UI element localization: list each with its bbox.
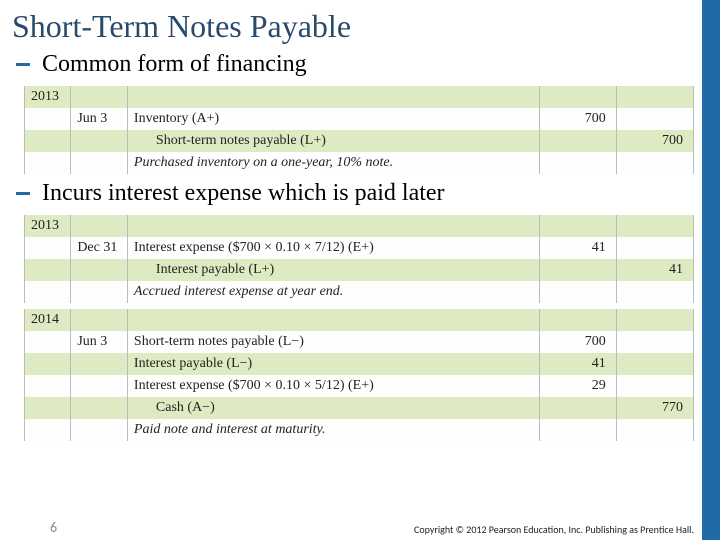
cell-note: Purchased inventory on a one-year, 10% n… — [127, 152, 539, 174]
cell-desc: Inventory (A+) — [127, 108, 539, 130]
bullet-dash-icon — [16, 63, 30, 66]
cell-year: 2013 — [25, 215, 71, 237]
cell-credit: 700 — [616, 130, 693, 152]
bullet-dash-icon — [16, 192, 30, 195]
bullet-2-text: Incurs interest expense which is paid la… — [42, 180, 445, 207]
cell-year: 2014 — [25, 309, 71, 331]
cell-debit: 29 — [539, 375, 616, 397]
table-row: Accrued interest expense at year end. — [25, 281, 694, 303]
table-row: 2013 — [25, 86, 694, 108]
table-row: Short-term notes payable (L+) 700 — [25, 130, 694, 152]
cell-date: Jun 3 — [71, 331, 128, 353]
bullet-1: Common form of financing — [0, 51, 720, 82]
table-row: Cash (A−) 770 — [25, 397, 694, 419]
page-number: 6 — [50, 519, 57, 536]
cell-note: Accrued interest expense at year end. — [127, 281, 539, 303]
cell-desc: Cash (A−) — [127, 397, 539, 419]
cell-desc: Short-term notes payable (L+) — [127, 130, 539, 152]
footer: 6 Copyright © 2012 Pearson Education, In… — [0, 519, 702, 538]
cell-credit: 770 — [616, 397, 693, 419]
cell-debit: 700 — [539, 331, 616, 353]
table-row: Interest payable (L+) 41 — [25, 259, 694, 281]
cell-debit: 41 — [539, 353, 616, 375]
accent-sidebar — [702, 0, 720, 540]
bullet-2: Incurs interest expense which is paid la… — [0, 180, 720, 211]
cell-date: Dec 31 — [71, 237, 128, 259]
ledger-table-2: 2013 Dec 31 Interest expense ($700 × 0.1… — [24, 215, 694, 303]
table-row: Interest expense ($700 × 0.10 × 5/12) (E… — [25, 375, 694, 397]
table-row: 2013 — [25, 215, 694, 237]
table-row: Jun 3 Inventory (A+) 700 — [25, 108, 694, 130]
cell-note: Paid note and interest at maturity. — [127, 419, 539, 441]
bullet-1-text: Common form of financing — [42, 51, 307, 78]
page-title: Short-Term Notes Payable — [0, 0, 720, 51]
table-row: Interest payable (L−) 41 — [25, 353, 694, 375]
table-row: Jun 3 Short-term notes payable (L−) 700 — [25, 331, 694, 353]
cell-year: 2013 — [25, 86, 71, 108]
cell-desc: Short-term notes payable (L−) — [127, 331, 539, 353]
ledger-table-1: 2013 Jun 3 Inventory (A+) 700 Short-term… — [24, 86, 694, 174]
table-row: Dec 31 Interest expense ($700 × 0.10 × 7… — [25, 237, 694, 259]
cell-debit: 41 — [539, 237, 616, 259]
copyright-text: Copyright © 2012 Pearson Education, Inc.… — [414, 523, 694, 536]
cell-desc: Interest expense ($700 × 0.10 × 5/12) (E… — [127, 375, 539, 397]
cell-desc: Interest payable (L−) — [127, 353, 539, 375]
cell-desc: Interest expense ($700 × 0.10 × 7/12) (E… — [127, 237, 539, 259]
table-row: Paid note and interest at maturity. — [25, 419, 694, 441]
cell-credit: 41 — [616, 259, 693, 281]
cell-debit: 700 — [539, 108, 616, 130]
cell-date: Jun 3 — [71, 108, 128, 130]
table-row: Purchased inventory on a one-year, 10% n… — [25, 152, 694, 174]
table-row: 2014 — [25, 309, 694, 331]
ledger-table-3: 2014 Jun 3 Short-term notes payable (L−)… — [24, 309, 694, 441]
cell-desc: Interest payable (L+) — [127, 259, 539, 281]
